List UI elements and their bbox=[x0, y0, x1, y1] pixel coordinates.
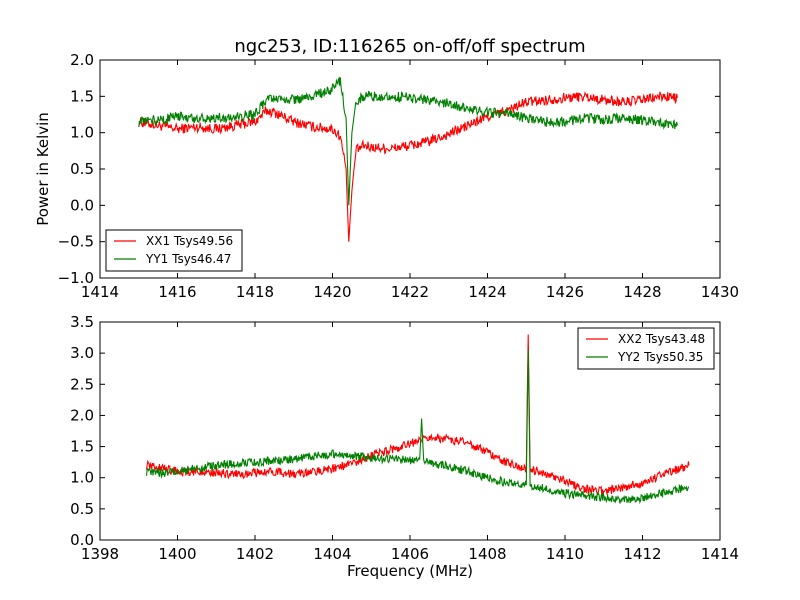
y-tick-label: 0.5 bbox=[70, 160, 94, 178]
legend-label-2: YY2 Tsys50.35 bbox=[617, 350, 703, 364]
x-tick-label: 1424 bbox=[468, 283, 506, 301]
series-line-1 bbox=[145, 334, 690, 496]
y-tick-label: 0.5 bbox=[70, 500, 94, 518]
lower-chart: 1398 1400 1402 1404 1406 1408 1410 1412 1414 0.0 0… bbox=[70, 313, 739, 580]
x-tick-label: 1400 bbox=[158, 545, 196, 563]
y-axis-title: Power in Kelvin bbox=[34, 112, 52, 226]
x-tick-label: 1414 bbox=[701, 545, 739, 563]
x-tick-label: 1430 bbox=[701, 283, 739, 301]
y-tick-label: 0.0 bbox=[70, 531, 94, 549]
y-tick-label: 2.5 bbox=[70, 375, 94, 393]
y-tick-label: 3.5 bbox=[70, 313, 94, 331]
upper-chart: 1414 1416 1418 1420 1422 1424 1426 1428 1430 −1.0… bbox=[34, 36, 739, 301]
x-tick-label: 1398 bbox=[81, 545, 119, 563]
x-tick-label: 1402 bbox=[236, 545, 274, 563]
x-tick-label: 1428 bbox=[623, 283, 661, 301]
legend-label-1: XX1 Tsys49.56 bbox=[146, 234, 233, 248]
y-tick-label: 3.0 bbox=[70, 344, 94, 362]
y-tick-label: −0.5 bbox=[58, 233, 94, 251]
legend-label-1: XX2 Tsys43.48 bbox=[618, 332, 705, 346]
y-tick-label: 1.0 bbox=[70, 469, 94, 487]
legend-box bbox=[105, 229, 243, 272]
y-tick-label: 2.0 bbox=[70, 51, 94, 69]
x-axis-title: Frequency (MHz) bbox=[347, 562, 473, 580]
x-tick-label: 1412 bbox=[623, 545, 661, 563]
x-tick-label: 1404 bbox=[313, 545, 351, 563]
x-tick-label: 1420 bbox=[313, 283, 351, 301]
x-tick-label: 1416 bbox=[158, 283, 196, 301]
x-tick-label: 1410 bbox=[546, 545, 584, 563]
x-tick-label: 1418 bbox=[236, 283, 274, 301]
legend-box bbox=[577, 327, 715, 370]
series-line-1 bbox=[138, 91, 678, 242]
chart-title: ngc253, ID:116265 on-off/off spectrum bbox=[234, 36, 585, 57]
x-tick-label: 1406 bbox=[391, 545, 429, 563]
y-tick-label: 2.0 bbox=[70, 406, 94, 424]
x-tick-label: 1408 bbox=[468, 545, 506, 563]
legend-label-2: YY1 Tsys46.47 bbox=[145, 252, 231, 266]
x-tick-label: 1426 bbox=[546, 283, 584, 301]
y-tick-label: −1.0 bbox=[58, 269, 94, 287]
x-tick-label: 1414 bbox=[81, 283, 119, 301]
y-tick-label: 1.0 bbox=[70, 124, 94, 142]
series-line-2 bbox=[138, 76, 678, 206]
y-tick-label: 1.5 bbox=[70, 87, 94, 105]
y-tick-label: 1.5 bbox=[70, 438, 94, 456]
y-tick-label: 0.0 bbox=[70, 196, 94, 214]
series-line-2 bbox=[145, 349, 689, 505]
x-tick-label: 1422 bbox=[391, 283, 429, 301]
